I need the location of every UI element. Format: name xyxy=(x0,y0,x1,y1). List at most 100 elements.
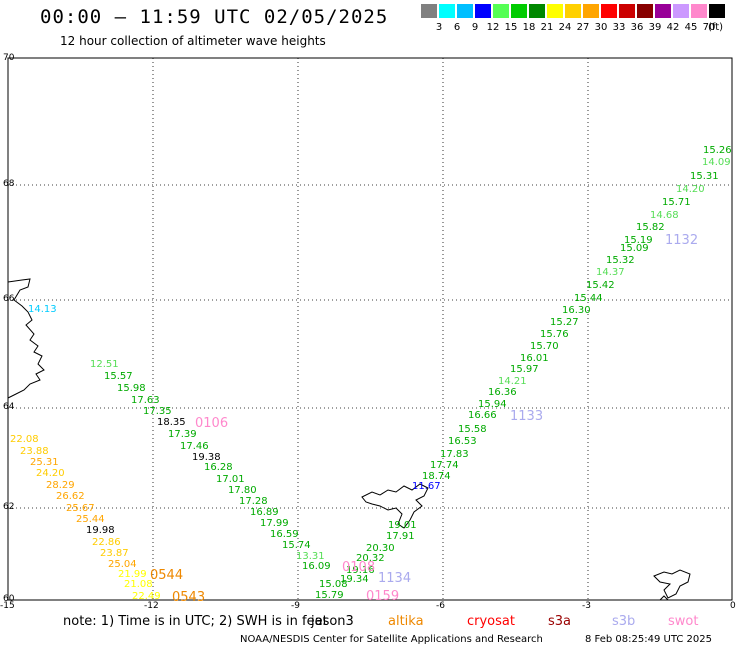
wave-height-value: 15.31 xyxy=(690,171,719,182)
colorbar-swatch xyxy=(637,4,653,18)
wave-height-value: 15.42 xyxy=(586,280,615,291)
colorbar-swatch xyxy=(673,4,689,18)
wave-height-value: 25.67 xyxy=(66,503,95,514)
wave-height-value: 16.59 xyxy=(270,529,299,540)
wave-height-value: 17.99 xyxy=(260,518,289,529)
wave-height-value: 22.86 xyxy=(92,537,121,548)
wave-height-value: 28.29 xyxy=(46,480,75,491)
wave-height-value: 14.09 xyxy=(702,157,731,168)
colorbar-swatch xyxy=(565,4,581,18)
satellite-legend-item: swot xyxy=(668,614,699,629)
wave-height-value: 18.35 xyxy=(157,417,186,428)
colorbar-label: 9 xyxy=(471,22,479,33)
wave-height-value: 20.32 xyxy=(356,553,385,564)
wave-height-value: 15.58 xyxy=(458,424,487,435)
pass-time-label: 1134 xyxy=(378,571,412,586)
lon-label: -9 xyxy=(291,601,300,611)
greenland-coast xyxy=(7,278,45,399)
wave-height-value: 11.67 xyxy=(412,481,441,492)
satellite-legend-item: altika xyxy=(388,614,424,629)
wave-height-value: 13.31 xyxy=(296,551,325,562)
colorbar-swatch xyxy=(511,4,527,18)
colorbar-swatch xyxy=(493,4,509,18)
wave-height-value: 25.31 xyxy=(30,457,59,468)
wave-height-value: 14.68 xyxy=(650,210,679,221)
satellite-legend-item: s3b xyxy=(612,614,636,629)
wave-height-value: 17.74 xyxy=(430,460,459,471)
pass-time-label: 0159 xyxy=(366,589,400,604)
graticule xyxy=(8,58,732,600)
wave-height-value: 15.08 xyxy=(319,579,348,590)
wave-height-value: 15.97 xyxy=(510,364,539,375)
colorbar-label: 30 xyxy=(594,22,608,33)
wave-height-value: 19.38 xyxy=(192,452,221,463)
lat-label: 66 xyxy=(3,294,15,304)
wave-height-value: 17.46 xyxy=(180,441,209,452)
pass-time-label: 0108 xyxy=(342,560,376,575)
colorbar-label: 70 xyxy=(702,22,716,33)
colorbar-label: 12 xyxy=(486,22,500,33)
faroe-islands xyxy=(361,483,429,529)
wave-height-value: 17.35 xyxy=(143,406,172,417)
wave-height-value: 23.88 xyxy=(20,446,49,457)
wave-height-value: 15.26 xyxy=(703,145,732,156)
lat-label: 68 xyxy=(3,179,15,189)
wave-height-value: 14.37 xyxy=(596,267,625,278)
colorbar-label: 6 xyxy=(453,22,461,33)
wave-height-value: 18.74 xyxy=(422,471,451,482)
wave-height-value: 17.01 xyxy=(216,474,245,485)
satellite-legend-item: s3a xyxy=(548,614,572,629)
shetland-islands xyxy=(653,569,691,601)
wave-height-value: 15.98 xyxy=(117,383,146,394)
wave-height-value: 16.36 xyxy=(488,387,517,398)
lat-label: 62 xyxy=(3,502,15,512)
wave-height-value: 16.09 xyxy=(302,561,331,572)
wave-height-value: 15.44 xyxy=(574,293,603,304)
wave-height-value: 19.16 xyxy=(346,565,375,576)
wave-height-value: 15.94 xyxy=(478,399,507,410)
colorbar-swatch xyxy=(475,4,491,18)
wave-height-value: 17.28 xyxy=(239,496,268,507)
wave-height-value: 17.80 xyxy=(228,485,257,496)
colorbar-label: 27 xyxy=(576,22,590,33)
lon-label: -6 xyxy=(436,601,445,611)
colorbar-swatch xyxy=(457,4,473,18)
colorbar-units: (ft) xyxy=(708,22,724,33)
pass-time-label: 1132 xyxy=(665,233,699,248)
wave-height-value: 21.99 xyxy=(118,569,147,580)
footer-timestamp: 8 Feb 08:25:49 UTC 2025 xyxy=(585,634,712,645)
colorbar-swatch xyxy=(421,4,437,18)
wave-height-value: 15.57 xyxy=(104,371,133,382)
pass-time-label: 0543 xyxy=(172,590,206,605)
page-title: 00:00 – 11:59 UTC 02/05/2025 xyxy=(40,6,389,28)
wave-height-value: 21.08 xyxy=(124,579,153,590)
wave-height-value: 14.13 xyxy=(28,304,57,315)
wave-height-value: 20.30 xyxy=(366,543,395,554)
colorbar-label: 45 xyxy=(684,22,698,33)
colorbar-label: 3 xyxy=(435,22,443,33)
lon-label: 0 xyxy=(730,601,736,611)
wave-height-value: 15.27 xyxy=(550,317,579,328)
map-frame xyxy=(7,57,733,601)
wave-height-value: 15.79 xyxy=(315,590,344,601)
wave-height-value: 25.44 xyxy=(76,514,105,525)
wave-height-value: 15.09 xyxy=(620,243,649,254)
colorbar-swatch xyxy=(583,4,599,18)
footer-note: note: 1) Time is in UTC; 2) SWH is in fe… xyxy=(63,614,328,629)
wave-height-value: 15.76 xyxy=(540,329,569,340)
lat-label: 70 xyxy=(3,53,15,63)
wave-height-value: 23.87 xyxy=(100,548,129,559)
lat-label: 60 xyxy=(3,594,15,604)
colorbar-label: 24 xyxy=(558,22,572,33)
wave-height-value: 15.74 xyxy=(282,540,311,551)
pass-time-label: 1133 xyxy=(510,409,544,424)
wave-height-value: 15.70 xyxy=(530,341,559,352)
wave-height-value: 17.83 xyxy=(440,449,469,460)
lon-label: -3 xyxy=(582,601,591,611)
wave-height-value: 19.34 xyxy=(340,574,369,585)
wave-height-value: 22.08 xyxy=(10,434,39,445)
wave-height-value: 22.49 xyxy=(132,591,161,602)
wave-height-value: 16.66 xyxy=(468,410,497,421)
lon-label: -12 xyxy=(144,601,159,611)
wave-height-value: 24.20 xyxy=(36,468,65,479)
